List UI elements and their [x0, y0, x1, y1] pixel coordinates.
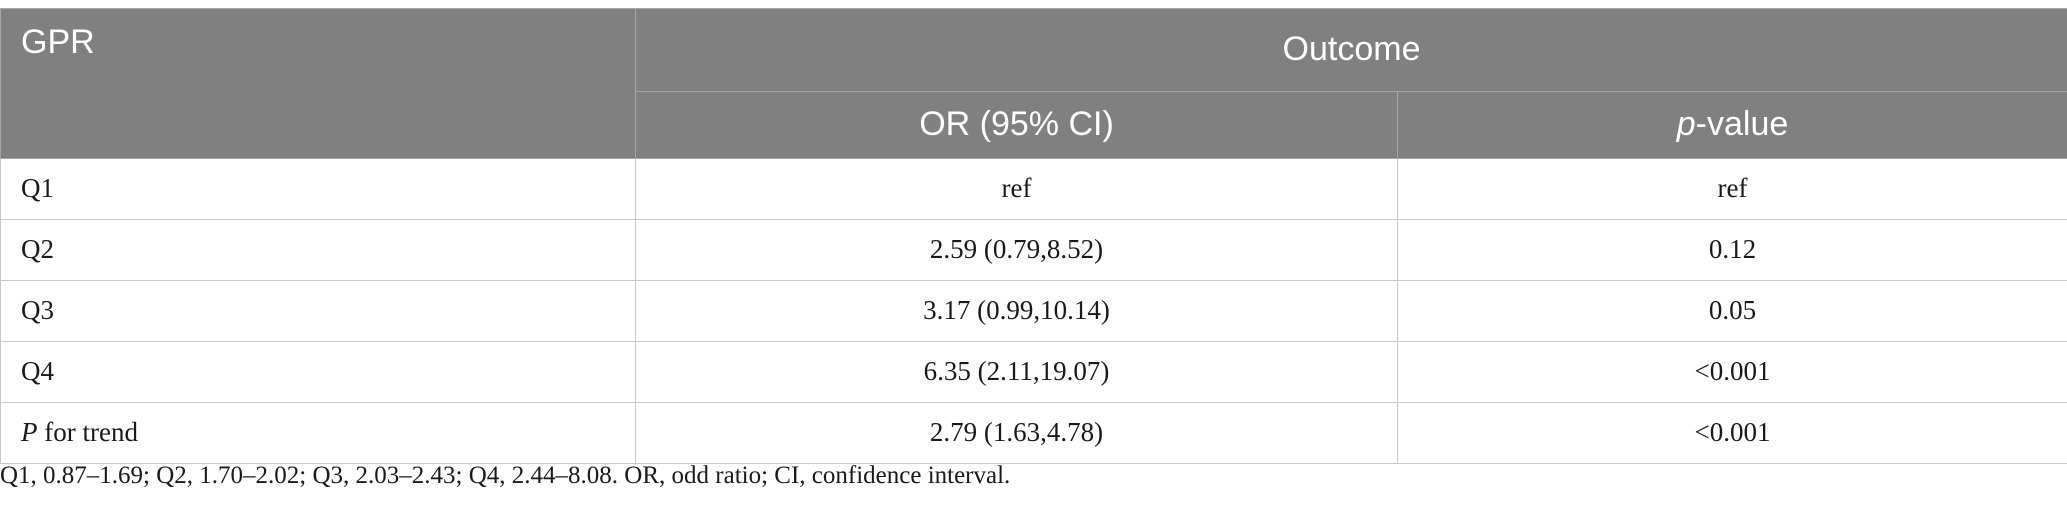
- row-label: Q2: [0, 218, 636, 281]
- table-row: Q3 3.17 (0.99,10.14) 0.05: [0, 279, 2067, 342]
- table-footnote: Q1, 0.87–1.69; Q2, 1.70–2.02; Q3, 2.03–2…: [0, 462, 1011, 489]
- trend-or-cell: 2.79 (1.63,4.78): [635, 401, 1398, 464]
- header-row-1: GPR Outcome: [0, 8, 2067, 92]
- or-cell: 2.59 (0.79,8.52): [635, 218, 1398, 281]
- table-row: Q1 ref ref: [0, 157, 2067, 220]
- p-cell: <0.001: [1396, 340, 2067, 403]
- results-table: GPR Outcome OR (95% CI) p-value Q1 ref r…: [0, 8, 2067, 464]
- or-cell: ref: [635, 157, 1398, 220]
- or-cell: 6.35 (2.11,19.07): [635, 340, 1398, 403]
- header-gpr-continuation: [0, 91, 636, 159]
- header-outcome: Outcome: [634, 8, 2067, 92]
- row-label: Q3: [0, 279, 636, 342]
- header-or-ci: OR (95% CI): [635, 90, 1398, 159]
- header-p-italic: p: [1676, 105, 1696, 143]
- row-label: Q4: [0, 340, 636, 403]
- table-row: Q2 2.59 (0.79,8.52) 0.12: [0, 218, 2067, 281]
- trend-label-rest: for trend: [37, 417, 138, 447]
- trend-p-cell: <0.001: [1396, 401, 2067, 464]
- header-row-2: OR (95% CI) p-value: [0, 90, 2067, 159]
- or-cell: 3.17 (0.99,10.14): [635, 279, 1398, 342]
- trend-label: P for trend: [0, 401, 636, 464]
- header-p-value: p-value: [1396, 90, 2067, 159]
- header-gpr: GPR: [0, 8, 636, 91]
- row-label: Q1: [0, 157, 636, 220]
- trend-label-italic: P: [21, 417, 38, 447]
- results-table-container: GPR Outcome OR (95% CI) p-value Q1 ref r…: [0, 8, 2067, 464]
- table-row: Q4 6.35 (2.11,19.07) <0.001: [0, 340, 2067, 403]
- p-cell: 0.12: [1396, 218, 2067, 281]
- trend-row: P for trend 2.79 (1.63,4.78) <0.001: [0, 401, 2067, 464]
- p-cell: ref: [1396, 157, 2067, 220]
- header-p-rest: -value: [1695, 105, 1789, 143]
- p-cell: 0.05: [1396, 279, 2067, 342]
